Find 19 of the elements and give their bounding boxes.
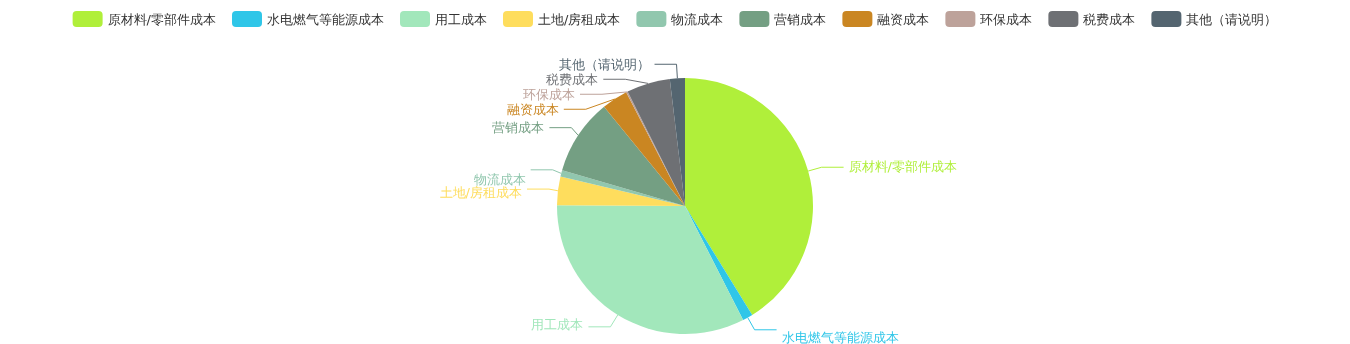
slice-label: 原材料/零部件成本 <box>848 159 957 175</box>
slice-label: 营销成本 <box>492 120 545 135</box>
slice-label: 用工成本 <box>531 317 584 332</box>
slice-label: 土地/房租成本 <box>439 185 523 201</box>
legend-label: 税费成本 <box>1083 11 1136 27</box>
legend-label: 物流成本 <box>671 11 724 27</box>
legend-label: 融资成本 <box>877 11 930 27</box>
slice-label: 融资成本 <box>506 101 559 117</box>
legend-label: 环保成本 <box>980 11 1033 27</box>
legend-label: 用工成本 <box>435 11 487 27</box>
slice-label: 环保成本 <box>523 86 575 102</box>
slice-label: 其他（请说明） <box>558 56 650 72</box>
slice-label: 水电燃气等能源成本 <box>781 330 899 344</box>
legend-label: 其他（请说明） <box>1186 11 1278 27</box>
legend-label: 营销成本 <box>774 11 827 27</box>
slice-label: 税费成本 <box>546 71 599 87</box>
legend-label: 原材料/零部件成本 <box>107 11 217 27</box>
legend-label: 水电燃气等能源成本 <box>267 11 384 27</box>
legend-label: 土地/房租成本 <box>538 11 621 27</box>
